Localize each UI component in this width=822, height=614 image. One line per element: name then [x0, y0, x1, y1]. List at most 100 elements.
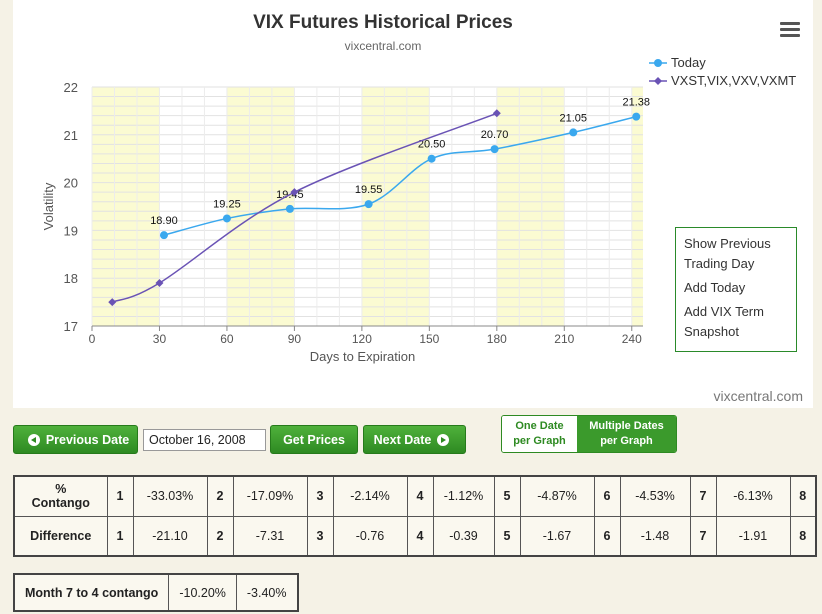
chart-credit[interactable]: vixcentral.com [713, 388, 803, 404]
table-cell: 6 [593, 515, 621, 557]
table-cell: 5 [493, 515, 521, 557]
legend-label-today: Today [671, 55, 706, 70]
table-cell: -6.13% [715, 475, 791, 517]
table-row-contango: % Contango 1 -33.03% 2 -17.09% 3 -2.14% 4 -1.… [13, 475, 817, 517]
table-cell: 8 [789, 475, 817, 517]
table-cell: -33.03% [132, 475, 208, 517]
data-point [290, 188, 299, 197]
arrow-right-icon [437, 433, 450, 446]
chart-subtitle: vixcentral.com [344, 39, 422, 53]
table-cell: -10.20% [168, 573, 237, 612]
table-cell: -4.87% [519, 475, 595, 517]
table-cell: -1.48 [619, 515, 691, 557]
table-cell: 7 [689, 475, 717, 517]
menu-item-add-vix-term[interactable]: Add VIX Term Snapshot [684, 304, 764, 339]
x-tick-label: 30 [153, 332, 167, 346]
data-point [285, 204, 294, 213]
menu-item-add-today[interactable]: Add Today [684, 280, 746, 295]
date-controls: Previous Date Get Prices Next Date One D… [0, 415, 822, 457]
toggle-one-date[interactable]: One Date per Graph [502, 416, 577, 452]
table-cell: 7 [689, 515, 717, 557]
x-axis-label: Days to Expiration [310, 349, 416, 364]
table-cell: 4 [406, 475, 434, 517]
toggle-multiple-dates[interactable]: Multiple Dates per Graph [577, 416, 676, 452]
legend-item-today[interactable]: Today [649, 55, 796, 73]
table-cell: 3 [306, 515, 334, 557]
table-cell: -2.14% [332, 475, 408, 517]
data-point [569, 128, 578, 137]
legend-item-terms[interactable]: VXST,VIX,VXV,VXMT [649, 73, 796, 91]
table-cell: 2 [206, 515, 234, 557]
contango-table: % Contango 1 -33.03% 2 -17.09% 3 -2.14% 4 -1.… [13, 475, 817, 557]
chart-legend: Today VXST,VIX,VXV,VXMT [649, 55, 796, 91]
y-tick-label: 22 [64, 80, 78, 95]
y-tick-label: 21 [64, 128, 78, 143]
data-point [159, 231, 168, 240]
table-cell: 5 [493, 475, 521, 517]
data-point [632, 112, 641, 121]
table-cell: -17.09% [232, 475, 308, 517]
data-point [427, 154, 436, 163]
table-cell: -1.67 [519, 515, 595, 557]
table-row-difference: Difference 1 -21.10 2 -7.31 3 -0.76 4 -0.39 … [13, 515, 817, 557]
data-label: 20.50 [418, 139, 446, 151]
x-tick-label: 180 [487, 332, 507, 346]
table-cell: 1 [106, 515, 134, 557]
x-tick-label: 60 [220, 332, 234, 346]
y-tick-label: 17 [64, 319, 78, 334]
x-tick-label: 120 [352, 332, 372, 346]
table-cell: 1 [106, 475, 134, 517]
chart-panel: VIX Futures Historical Prices vixcentral… [13, 0, 813, 408]
table-cell: -1.91 [715, 515, 791, 557]
chart-context-menu: Show Previous Trading Day Add Today Add … [675, 227, 797, 352]
previous-date-button[interactable]: Previous Date [13, 425, 138, 454]
y-tick-label: 20 [64, 176, 78, 191]
table-cell: 3 [306, 475, 334, 517]
y-tick-label: 18 [64, 271, 78, 286]
table-cell: -21.10 [132, 515, 208, 557]
data-label: 19.25 [213, 198, 241, 210]
legend-label-terms: VXST,VIX,VXV,VXMT [671, 73, 797, 88]
x-tick-label: 90 [288, 332, 302, 346]
month-contango-table: Month 7 to 4 contango -10.20% -3.40% [13, 573, 299, 612]
x-tick-label: 0 [89, 332, 96, 346]
data-point [222, 214, 231, 223]
get-prices-button[interactable]: Get Prices [270, 425, 358, 454]
table-cell: -7.31 [232, 515, 308, 557]
series-line-1 [111, 112, 498, 303]
date-input[interactable] [143, 429, 266, 451]
y-tick-label: 19 [64, 223, 78, 238]
hamburger-icon[interactable] [780, 22, 800, 40]
table-cell: -3.40% [235, 573, 299, 612]
table-row: Month 7 to 4 contango -10.20% -3.40% [13, 573, 299, 612]
data-point [155, 278, 164, 287]
table-cell: 2 [206, 475, 234, 517]
table-cell: -4.53% [619, 475, 691, 517]
shaded-band [496, 87, 565, 326]
data-label: 21.38 [622, 97, 650, 109]
y-axis-label: Volatility [41, 182, 56, 230]
shaded-band [361, 87, 430, 326]
shaded-band [226, 87, 295, 326]
x-tick-label: 150 [419, 332, 439, 346]
month-contango-label: Month 7 to 4 contango [13, 573, 170, 612]
data-label: 18.90 [150, 215, 178, 227]
next-date-button[interactable]: Next Date [363, 425, 466, 454]
graph-mode-toggle: One Date per Graph Multiple Dates per Grap… [501, 415, 677, 453]
data-point [492, 109, 501, 118]
chart-title: VIX Futures Historical Prices [253, 12, 513, 33]
menu-item-show-previous[interactable]: Show Previous Trading Day [684, 236, 771, 271]
x-tick-label: 240 [622, 332, 642, 346]
table-cell: 6 [593, 475, 621, 517]
data-label: 20.70 [481, 129, 509, 141]
data-point [364, 200, 373, 209]
table-cell: -0.76 [332, 515, 408, 557]
series-line-0 [163, 115, 637, 236]
data-label: 19.55 [355, 184, 383, 196]
shaded-band [92, 87, 160, 326]
table-cell: -0.39 [432, 515, 495, 557]
table-cell: -1.12% [432, 475, 495, 517]
data-point [108, 298, 117, 307]
arrow-left-icon [27, 433, 40, 446]
table-cell: 4 [406, 515, 434, 557]
